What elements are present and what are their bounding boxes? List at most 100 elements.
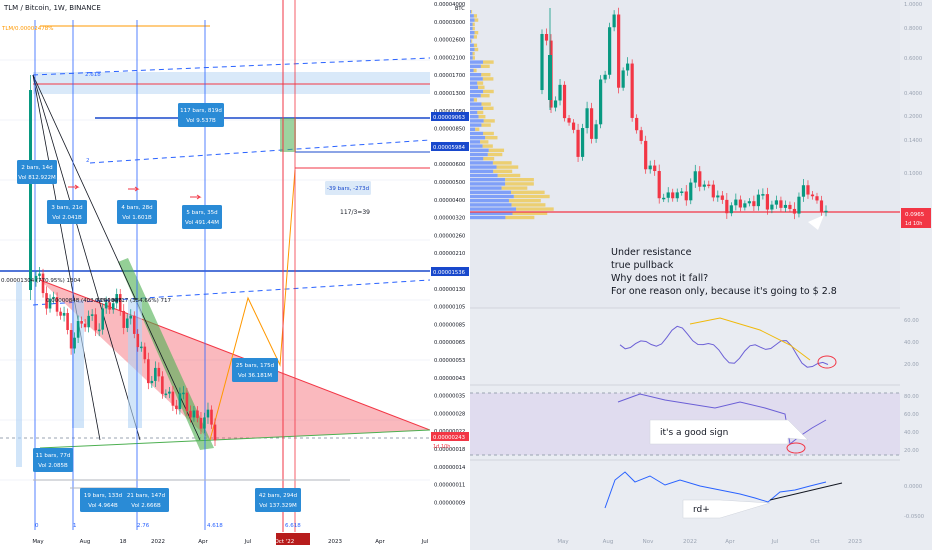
candle-body (819, 200, 824, 212)
price-axis-label: 0.2000 (904, 114, 922, 120)
svg-text:For one reason only, because i: For one reason only, because it's going … (611, 286, 837, 297)
volume-profile-bar (470, 89, 484, 94)
candle-body (585, 108, 589, 129)
volume-profile-bar (516, 207, 554, 211)
volume-profile-bar (471, 39, 473, 43)
volume-profile-bar (487, 152, 503, 157)
candle-body (136, 333, 140, 348)
volume-profile-bar (470, 26, 473, 31)
candle-body (94, 314, 97, 331)
candle-body (738, 199, 742, 208)
volume-profile-bar (470, 127, 476, 131)
candle-body (189, 410, 192, 418)
candle-body (175, 405, 178, 410)
candle-body (192, 410, 196, 418)
oscillator-3-line (604, 471, 827, 509)
candle-body (553, 100, 558, 108)
time-axis-label: Jul (421, 539, 429, 545)
right-price-tag: 0.0965 1d 10h (901, 208, 931, 228)
candle-body (635, 117, 639, 131)
time-axis-label: Apr (375, 539, 385, 545)
price-axis-label: 0.00004000 (434, 2, 465, 8)
volume-profile-bar (470, 10, 472, 14)
volume-profile-bar (482, 77, 494, 81)
osc-axis-label: 60.00 (904, 318, 919, 324)
volume-profile-bar (470, 186, 502, 190)
candle-body (779, 200, 783, 208)
candle-body (178, 393, 182, 410)
right-chart[interactable]: Under resistance true pullback Why does … (470, 0, 932, 532)
svg-text:Vol 2.041B: Vol 2.041B (52, 215, 82, 221)
volume-profile-bar (488, 148, 505, 152)
candle-body (115, 294, 119, 304)
volume-profile-bar (478, 115, 486, 119)
volume-profile-bar (470, 47, 475, 52)
svg-text:Vol 9.537B: Vol 9.537B (186, 118, 216, 124)
volume-profile-bar (483, 131, 494, 136)
volume-profile-bar (477, 81, 484, 85)
candle-body (761, 194, 765, 196)
candle-body (589, 108, 594, 139)
volume-profile-bar (473, 35, 477, 39)
right-time-axis[interactable]: May Aug Nov 2022 Apr Jul Oct 2023 (470, 532, 932, 550)
callout-rd: rd+ (682, 499, 771, 519)
volume-profile-bar (472, 26, 475, 31)
fib-label: 0 (35, 523, 39, 529)
volume-profile-bar (470, 207, 517, 211)
candle-body (743, 203, 747, 208)
volume-profile-bar (470, 199, 509, 203)
price-axis-label: 1.0000 (904, 2, 922, 8)
candle-body (62, 312, 66, 316)
candle-body (76, 321, 80, 338)
oscillator-1-line (619, 325, 829, 368)
svg-text:25 bars, 175d: 25 bars, 175d (236, 363, 274, 369)
time-highlight (276, 533, 310, 545)
price-axis-label: 0.6000 (904, 56, 922, 62)
candle-body (725, 199, 729, 214)
candle-body (182, 392, 185, 395)
price-tag-sub: 1d 10h (433, 444, 450, 450)
left-price-axis[interactable]: BTC 0.00004000 0.00003000 0.00002600 0.0000… (430, 0, 470, 532)
measure-box: 3 bars, 21d Vol 2.041B (47, 200, 87, 224)
time-axis-label: 2022 (683, 539, 697, 545)
svg-text:Vol 812.922M: Vol 812.922M (18, 175, 56, 181)
oscillator-1-signal (689, 317, 811, 361)
volume-profile-bar (470, 98, 474, 102)
candle-body (34, 275, 38, 282)
candle-body (196, 410, 199, 418)
volume-profile-bar (470, 194, 514, 199)
candle-body (747, 201, 751, 204)
candle-body (657, 171, 661, 199)
price-axis-label: 0.00000210 (434, 251, 465, 257)
svg-text:2 bars, 14d: 2 bars, 14d (21, 165, 52, 171)
candle-body (680, 191, 684, 193)
svg-text:Vol 36.181M: Vol 36.181M (238, 373, 272, 379)
time-axis-label: Oct (810, 539, 820, 545)
volume-profile-bar (470, 131, 484, 136)
price-axis-label: 0.00000018 (434, 447, 465, 453)
volume-profile-bar (473, 43, 478, 47)
candle-body (621, 70, 625, 88)
left-time-axis[interactable]: May Aug 18 2022 Apr Jul 10 Oct '22 2023 Apr Jul (0, 532, 470, 550)
candle-body (143, 346, 147, 360)
price-axis-label: 0.00001300 (434, 91, 465, 97)
fib-label: 4.618 (207, 523, 223, 529)
volume-profile-bar (470, 18, 475, 22)
volume-profile-bar (474, 47, 479, 52)
svg-text:42 bars, 294d: 42 bars, 294d (259, 493, 297, 499)
volume-profile-bar (470, 39, 472, 43)
svg-text:true pullback: true pullback (611, 260, 674, 271)
right-price-axis[interactable]: 1.0000 0.8000 0.6000 0.4000 0.2000 0.1400 0.10… (900, 0, 932, 532)
price-axis-label: 0.4000 (904, 91, 922, 97)
candle-body (729, 205, 733, 214)
volume-profile-bar (470, 190, 512, 194)
svg-text:Vol 1.601B: Vol 1.601B (122, 215, 152, 221)
volume-profile-bar (470, 102, 482, 106)
volume-profile-bar (481, 123, 491, 127)
volume-profile-bar (470, 64, 481, 68)
volume-profile-bar (470, 211, 513, 215)
left-chart[interactable]: 2 bars, 14d Vol 812.922M 3 bars, 21d Vol 2.… (0, 0, 470, 532)
price-axis-label: 0.00000850 (434, 127, 465, 133)
price-axis-note: BTC (455, 6, 465, 12)
volume-profile-bar (480, 140, 489, 144)
